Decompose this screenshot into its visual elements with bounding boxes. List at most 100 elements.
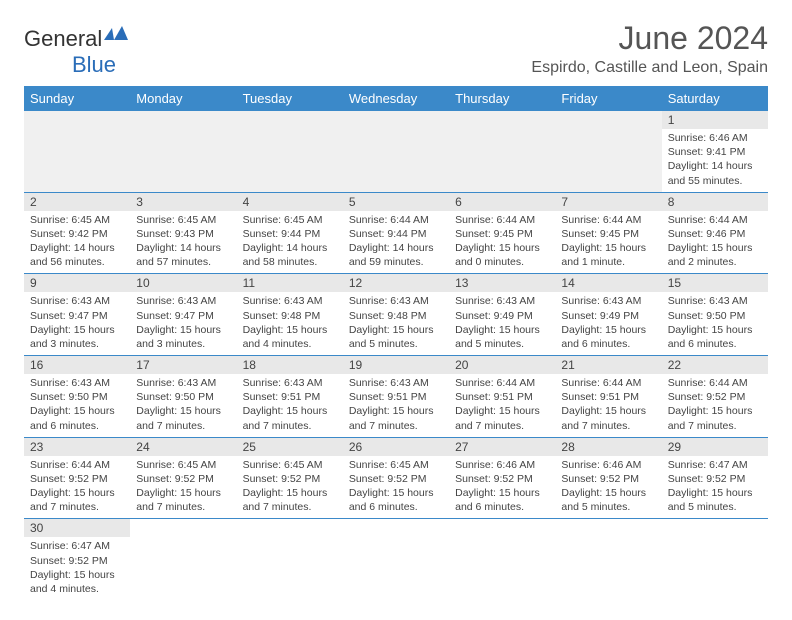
calendar-cell: [555, 111, 661, 192]
day-number: 20: [449, 356, 555, 374]
calendar-cell: 1Sunrise: 6:46 AMSunset: 9:41 PMDaylight…: [662, 111, 768, 192]
logo-text-blue: Blue: [72, 52, 116, 77]
calendar-cell: 25Sunrise: 6:45 AMSunset: 9:52 PMDayligh…: [237, 437, 343, 519]
day-number: 5: [343, 193, 449, 211]
calendar-cell: 23Sunrise: 6:44 AMSunset: 9:52 PMDayligh…: [24, 437, 130, 519]
day-info: Sunrise: 6:44 AMSunset: 9:44 PMDaylight:…: [343, 211, 449, 274]
day-number: 14: [555, 274, 661, 292]
day-info: Sunrise: 6:47 AMSunset: 9:52 PMDaylight:…: [662, 456, 768, 519]
day-header: Tuesday: [237, 86, 343, 111]
calendar-cell: [343, 519, 449, 600]
calendar-cell: 11Sunrise: 6:43 AMSunset: 9:48 PMDayligh…: [237, 274, 343, 356]
calendar-cell: 5Sunrise: 6:44 AMSunset: 9:44 PMDaylight…: [343, 192, 449, 274]
day-info: Sunrise: 6:45 AMSunset: 9:42 PMDaylight:…: [24, 211, 130, 274]
flag-icon: [104, 26, 130, 42]
day-number: 12: [343, 274, 449, 292]
logo-text-general: General: [24, 26, 102, 51]
calendar-cell: 26Sunrise: 6:45 AMSunset: 9:52 PMDayligh…: [343, 437, 449, 519]
day-number: 30: [24, 519, 130, 537]
day-header: Thursday: [449, 86, 555, 111]
calendar-cell: 29Sunrise: 6:47 AMSunset: 9:52 PMDayligh…: [662, 437, 768, 519]
day-info: Sunrise: 6:43 AMSunset: 9:47 PMDaylight:…: [130, 292, 236, 355]
day-info: Sunrise: 6:47 AMSunset: 9:52 PMDaylight:…: [24, 537, 130, 600]
day-header: Friday: [555, 86, 661, 111]
day-info: Sunrise: 6:43 AMSunset: 9:50 PMDaylight:…: [130, 374, 236, 437]
day-number: 18: [237, 356, 343, 374]
day-info: Sunrise: 6:43 AMSunset: 9:51 PMDaylight:…: [343, 374, 449, 437]
day-info: Sunrise: 6:43 AMSunset: 9:49 PMDaylight:…: [555, 292, 661, 355]
day-number: 11: [237, 274, 343, 292]
day-number: 1: [662, 111, 768, 129]
calendar-cell: [662, 519, 768, 600]
day-header: Saturday: [662, 86, 768, 111]
day-info: Sunrise: 6:43 AMSunset: 9:47 PMDaylight:…: [24, 292, 130, 355]
day-info: Sunrise: 6:45 AMSunset: 9:44 PMDaylight:…: [237, 211, 343, 274]
day-info: Sunrise: 6:44 AMSunset: 9:45 PMDaylight:…: [555, 211, 661, 274]
calendar-cell: 27Sunrise: 6:46 AMSunset: 9:52 PMDayligh…: [449, 437, 555, 519]
calendar-cell: 13Sunrise: 6:43 AMSunset: 9:49 PMDayligh…: [449, 274, 555, 356]
day-number: 13: [449, 274, 555, 292]
calendar-cell: 19Sunrise: 6:43 AMSunset: 9:51 PMDayligh…: [343, 356, 449, 438]
day-info: Sunrise: 6:45 AMSunset: 9:43 PMDaylight:…: [130, 211, 236, 274]
day-info: Sunrise: 6:46 AMSunset: 9:41 PMDaylight:…: [662, 129, 768, 192]
calendar-cell: 30Sunrise: 6:47 AMSunset: 9:52 PMDayligh…: [24, 519, 130, 600]
day-number: 29: [662, 438, 768, 456]
day-info: Sunrise: 6:45 AMSunset: 9:52 PMDaylight:…: [343, 456, 449, 519]
day-number: 16: [24, 356, 130, 374]
calendar-cell: [130, 111, 236, 192]
calendar-cell: 6Sunrise: 6:44 AMSunset: 9:45 PMDaylight…: [449, 192, 555, 274]
logo: GeneralBlue: [24, 26, 130, 78]
day-number: 8: [662, 193, 768, 211]
day-header: Sunday: [24, 86, 130, 111]
day-info: Sunrise: 6:46 AMSunset: 9:52 PMDaylight:…: [449, 456, 555, 519]
calendar-cell: 24Sunrise: 6:45 AMSunset: 9:52 PMDayligh…: [130, 437, 236, 519]
calendar-table: SundayMondayTuesdayWednesdayThursdayFrid…: [24, 86, 768, 600]
day-header: Monday: [130, 86, 236, 111]
day-info: Sunrise: 6:44 AMSunset: 9:51 PMDaylight:…: [449, 374, 555, 437]
calendar-cell: 14Sunrise: 6:43 AMSunset: 9:49 PMDayligh…: [555, 274, 661, 356]
day-number: 2: [24, 193, 130, 211]
day-number: 22: [662, 356, 768, 374]
calendar-cell: [449, 111, 555, 192]
day-info: Sunrise: 6:44 AMSunset: 9:51 PMDaylight:…: [555, 374, 661, 437]
day-number: 17: [130, 356, 236, 374]
calendar-cell: [449, 519, 555, 600]
month-title: June 2024: [531, 20, 768, 57]
day-info: Sunrise: 6:44 AMSunset: 9:45 PMDaylight:…: [449, 211, 555, 274]
calendar-cell: 9Sunrise: 6:43 AMSunset: 9:47 PMDaylight…: [24, 274, 130, 356]
calendar-cell: 10Sunrise: 6:43 AMSunset: 9:47 PMDayligh…: [130, 274, 236, 356]
calendar-cell: 18Sunrise: 6:43 AMSunset: 9:51 PMDayligh…: [237, 356, 343, 438]
calendar-cell: [237, 111, 343, 192]
day-number: 25: [237, 438, 343, 456]
calendar-cell: [343, 111, 449, 192]
day-info: Sunrise: 6:43 AMSunset: 9:48 PMDaylight:…: [343, 292, 449, 355]
day-info: Sunrise: 6:44 AMSunset: 9:46 PMDaylight:…: [662, 211, 768, 274]
calendar-cell: 17Sunrise: 6:43 AMSunset: 9:50 PMDayligh…: [130, 356, 236, 438]
day-number: 26: [343, 438, 449, 456]
calendar-body: 1Sunrise: 6:46 AMSunset: 9:41 PMDaylight…: [24, 111, 768, 600]
day-info: Sunrise: 6:43 AMSunset: 9:50 PMDaylight:…: [24, 374, 130, 437]
day-info: Sunrise: 6:43 AMSunset: 9:51 PMDaylight:…: [237, 374, 343, 437]
day-info: Sunrise: 6:43 AMSunset: 9:49 PMDaylight:…: [449, 292, 555, 355]
calendar-cell: 4Sunrise: 6:45 AMSunset: 9:44 PMDaylight…: [237, 192, 343, 274]
day-info: Sunrise: 6:45 AMSunset: 9:52 PMDaylight:…: [237, 456, 343, 519]
calendar-cell: [130, 519, 236, 600]
day-number: 4: [237, 193, 343, 211]
calendar-cell: 22Sunrise: 6:44 AMSunset: 9:52 PMDayligh…: [662, 356, 768, 438]
title-block: June 2024 Espirdo, Castille and Leon, Sp…: [531, 20, 768, 77]
calendar-cell: [555, 519, 661, 600]
calendar-cell: 2Sunrise: 6:45 AMSunset: 9:42 PMDaylight…: [24, 192, 130, 274]
calendar-cell: [24, 111, 130, 192]
calendar-cell: 8Sunrise: 6:44 AMSunset: 9:46 PMDaylight…: [662, 192, 768, 274]
day-info: Sunrise: 6:44 AMSunset: 9:52 PMDaylight:…: [24, 456, 130, 519]
day-number: 15: [662, 274, 768, 292]
day-number: 28: [555, 438, 661, 456]
day-info: Sunrise: 6:45 AMSunset: 9:52 PMDaylight:…: [130, 456, 236, 519]
calendar-cell: 28Sunrise: 6:46 AMSunset: 9:52 PMDayligh…: [555, 437, 661, 519]
day-number: 9: [24, 274, 130, 292]
day-number: 6: [449, 193, 555, 211]
location: Espirdo, Castille and Leon, Spain: [531, 59, 768, 77]
day-info: Sunrise: 6:43 AMSunset: 9:50 PMDaylight:…: [662, 292, 768, 355]
day-header: Wednesday: [343, 86, 449, 111]
header: GeneralBlue June 2024 Espirdo, Castille …: [24, 20, 768, 78]
